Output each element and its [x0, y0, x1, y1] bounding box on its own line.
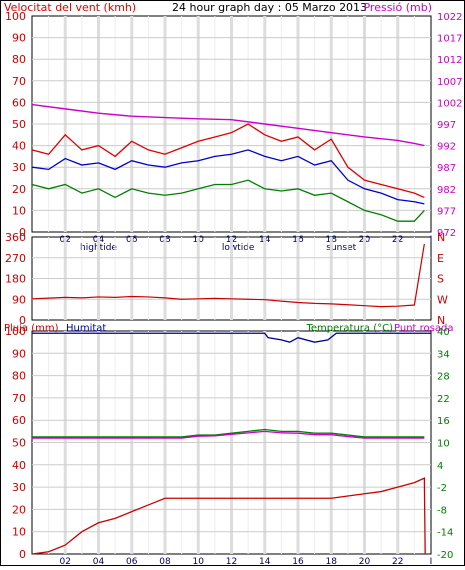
climate-hour-label: 18: [326, 557, 338, 566]
climate-right-tick: 22: [437, 394, 450, 405]
wind-right-tick: 1012: [437, 55, 462, 66]
wind-left-tick: 60: [12, 96, 26, 109]
climate-hour-label: 04: [93, 557, 105, 566]
temperature-line: [32, 428, 425, 438]
wind-speed-title: Velocitat del vent (kmh): [4, 1, 136, 14]
climate-left-tick: 40: [12, 459, 26, 472]
climate-right-tick: -2: [437, 483, 447, 494]
climate-hour-label: 12: [226, 557, 237, 566]
climate-left-tick: 10: [12, 526, 26, 539]
dir-compass-label: W: [437, 293, 448, 306]
wind-left-tick: 30: [12, 161, 26, 174]
climate-hour-label: 02: [60, 557, 71, 566]
wind-left-tick: 20: [12, 183, 26, 196]
chart-marks: 0102030405060708090100972977982987992997…: [5, 10, 462, 570]
dir-left-tick: 0: [19, 314, 26, 327]
climate-hour-label: 14: [259, 557, 271, 566]
pressure-title: Pressió (mb): [363, 1, 432, 14]
average-line: [31, 149, 425, 205]
climate-right-tick: -20: [437, 550, 453, 561]
rain-line: [31, 477, 426, 555]
climate-hour-label: 06: [126, 557, 138, 566]
climate-left-tick: 20: [12, 503, 26, 516]
climate-right-tick: 10: [437, 439, 450, 450]
graph-title: 24 hour graph day : 05 Marzo 2013: [172, 1, 367, 14]
direction-line: [31, 243, 425, 308]
climate-right-tick: -14: [437, 528, 453, 539]
minimum-line: [31, 179, 425, 222]
dewpoint-line: [32, 430, 425, 439]
wind-right-tick: 1022: [437, 12, 462, 23]
climate-right-tick: 4: [437, 461, 443, 472]
climate-right-tick: 16: [437, 416, 450, 427]
climate-hour-label: 20: [359, 557, 371, 566]
dir-compass-label: N: [437, 314, 445, 327]
wind-right-tick: 992: [437, 142, 456, 153]
climate-right-tick: 34: [437, 349, 450, 360]
wind-right-tick: 982: [437, 185, 456, 196]
wind-right-tick: 972: [437, 228, 456, 239]
wind-hour-label: I: [430, 235, 433, 245]
dir-left-tick: 270: [5, 252, 26, 265]
climate-left-tick: 80: [12, 370, 26, 383]
wind-left-tick: 100: [5, 10, 26, 23]
wind-left-tick: 70: [12, 75, 26, 88]
wind-event-label: sunset: [326, 243, 356, 253]
rain-label: Pluja (mm): [4, 323, 59, 334]
humidity-label: Humitat: [66, 323, 106, 334]
wind-right-tick: 997: [437, 120, 456, 131]
climate-right-tick: 40: [437, 327, 450, 338]
climate-left-tick: 0: [19, 548, 26, 561]
climate-left-tick: 90: [12, 347, 26, 360]
climate-right-tick: -8: [437, 505, 447, 516]
climate-left-tick: 100: [5, 325, 26, 338]
dir-compass-label: N: [437, 231, 445, 244]
wind-left-tick: 50: [12, 118, 26, 131]
climate-left-tick: 30: [12, 481, 26, 494]
climate-hour-label: 22: [392, 557, 403, 566]
dir-compass-label: S: [437, 273, 444, 286]
wind-left-tick: 80: [12, 53, 26, 66]
climate-left-tick: 50: [12, 437, 26, 450]
wind-right-tick: 987: [437, 163, 456, 174]
humidity-line: [32, 332, 431, 343]
dir-left-tick: 360: [5, 231, 26, 244]
climate-left-tick: 70: [12, 392, 26, 405]
temperature-label: Temperatura (°C): [305, 323, 393, 334]
wind-right-tick: 1017: [437, 34, 462, 45]
wind-left-tick: 0: [19, 226, 26, 239]
climate-hour-label: 08: [159, 557, 171, 566]
wind-right-tick: 977: [437, 206, 456, 217]
dewpoint-label: Punt rosada: [394, 323, 453, 334]
pressure-line: [31, 103, 425, 147]
gust-line: [31, 123, 425, 199]
climate-right-tick: 28: [437, 372, 450, 383]
wind-left-tick: 90: [12, 32, 26, 45]
climate-left-tick: 60: [12, 414, 26, 427]
wind-right-tick: 1002: [437, 98, 462, 109]
wind-right-tick: 1007: [437, 77, 462, 88]
climate-hour-label: 16: [292, 557, 304, 566]
dir-compass-label: E: [437, 252, 444, 265]
dir-left-tick: 180: [5, 273, 26, 286]
climate-hour-label: I: [430, 557, 433, 566]
wind-left-tick: 10: [12, 204, 26, 217]
dir-left-tick: 90: [12, 293, 26, 306]
wind-event-label: lowtide: [222, 243, 255, 253]
wind-left-tick: 40: [12, 140, 26, 153]
climate-hour-label: 10: [193, 557, 205, 566]
